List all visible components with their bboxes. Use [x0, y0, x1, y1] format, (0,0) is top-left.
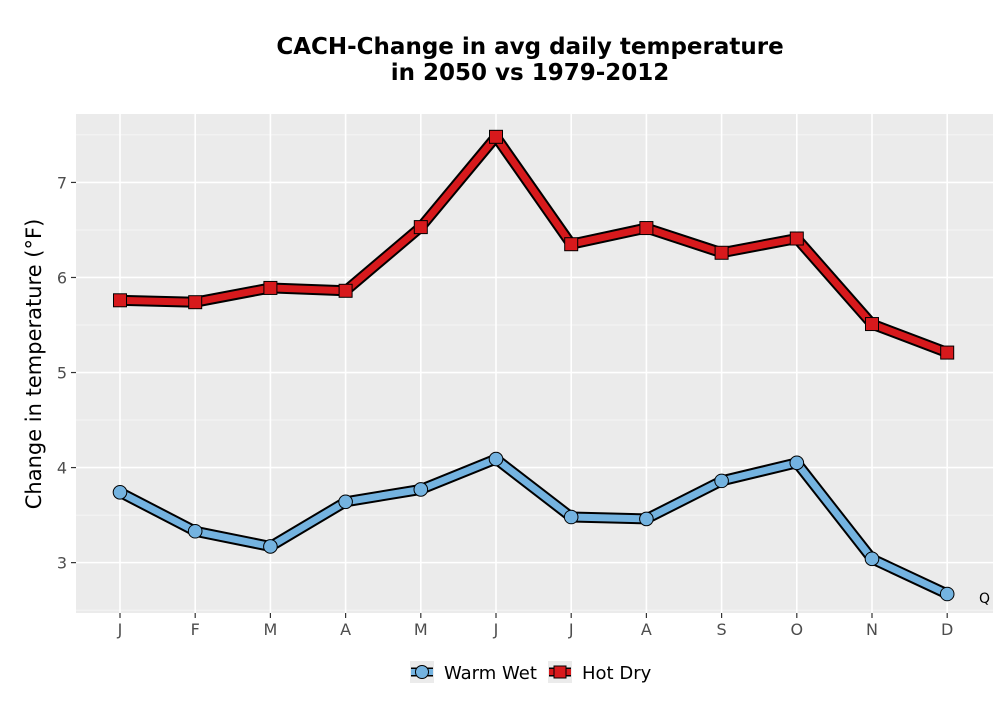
- data-point-square: [188, 295, 203, 310]
- series-line: [116, 455, 951, 598]
- data-point-square: [489, 129, 503, 144]
- x-tick-label: A: [340, 620, 351, 639]
- x-tick-label: M: [414, 620, 428, 639]
- data-point-circle: [413, 482, 429, 497]
- x-tick-label: S: [717, 620, 727, 639]
- data-point-square: [639, 221, 654, 236]
- data-point-circle: [939, 586, 955, 602]
- data-point-circle: [263, 539, 278, 554]
- legend: Warm Wet Hot Dry: [410, 661, 652, 684]
- data-point-square: [940, 345, 955, 360]
- y-tick-label: 3: [57, 554, 67, 573]
- x-tick-label: J: [117, 620, 123, 639]
- legend-key-marker: [415, 665, 429, 679]
- x-tick-label: A: [641, 620, 652, 639]
- y-tick-label: 7: [57, 173, 67, 192]
- x-tick-label: J: [568, 620, 574, 639]
- y-tick-label: 4: [57, 459, 67, 478]
- data-point-square: [338, 283, 353, 298]
- data-point-square: [263, 280, 278, 295]
- data-point-circle: [639, 511, 654, 527]
- y-axis-ticks: 3 4 5 6 7: [57, 173, 76, 573]
- x-tick-label: D: [941, 620, 953, 639]
- data-point-circle: [864, 551, 880, 567]
- legend-item-warm-wet: Warm Wet: [410, 661, 537, 684]
- data-point-circle: [187, 523, 203, 539]
- data-point-circle: [714, 473, 729, 489]
- data-point-square: [714, 245, 729, 260]
- x-tick-label: F: [191, 620, 200, 639]
- data-point-circle: [488, 451, 504, 467]
- data-point-circle: [563, 509, 579, 525]
- data-point-square: [564, 237, 579, 252]
- data-point-square: [789, 231, 804, 246]
- y-tick-label: 5: [57, 364, 67, 383]
- legend-item-hot-dry: Hot Dry: [548, 661, 652, 684]
- series-warm-wet: [112, 451, 955, 602]
- data-point-square: [413, 220, 428, 235]
- x-tick-label: J: [493, 620, 499, 639]
- legend-key-marker: [553, 665, 567, 679]
- corner-annotation: Q: [979, 591, 990, 607]
- data-point-square: [113, 293, 127, 308]
- series-line: [116, 133, 951, 357]
- data-point-square: [865, 317, 879, 332]
- legend-label: Hot Dry: [582, 663, 652, 684]
- series-hot-dry: [113, 129, 955, 360]
- chart-title-line-2: in 2050 vs 1979-2012: [391, 60, 670, 86]
- y-axis-title: Change in temperature (°F): [22, 219, 46, 510]
- x-tick-label: M: [263, 620, 277, 639]
- y-tick-label: 6: [57, 268, 67, 287]
- series-layer: [112, 129, 955, 602]
- legend-label: Warm Wet: [444, 663, 537, 684]
- data-point-circle: [789, 455, 805, 471]
- data-point-circle: [338, 494, 353, 510]
- x-tick-label: O: [791, 620, 804, 639]
- chart-title-line-1: CACH-Change in avg daily temperature: [276, 34, 783, 60]
- x-tick-label: N: [866, 620, 878, 639]
- data-point-circle: [112, 484, 128, 500]
